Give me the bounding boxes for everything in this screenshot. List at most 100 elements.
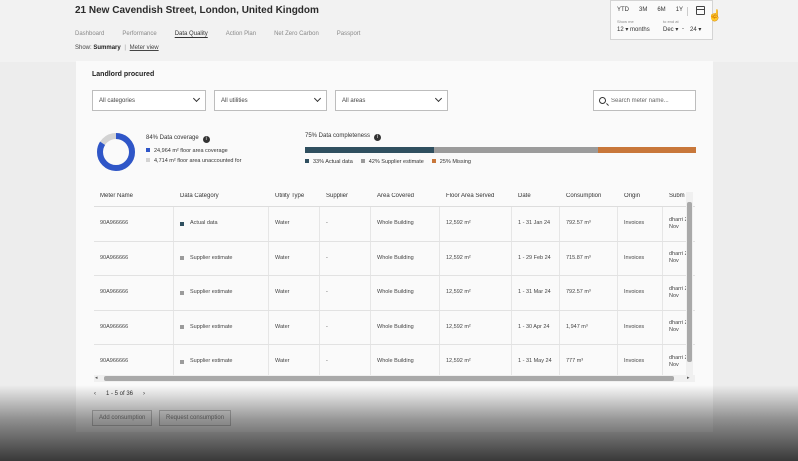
area-covered-text: Whole Building xyxy=(377,220,414,227)
meter-name-cell: 90A966666 xyxy=(94,207,174,241)
col-consumption[interactable]: Consumption xyxy=(566,193,602,199)
scroll-thumb[interactable] xyxy=(687,202,692,362)
summary-view-link[interactable]: Summary xyxy=(93,45,121,51)
data-category-cell: Actual data xyxy=(174,207,269,241)
chevron-down-icon xyxy=(192,94,201,103)
show-me-label: Show me xyxy=(617,19,634,24)
next-page-button[interactable]: › xyxy=(143,391,146,397)
floor-area-text: 12,592 m² xyxy=(446,358,471,365)
table-row[interactable]: 90A966666 Supplier estimate Water - Whole Bu… xyxy=(94,241,695,276)
col-utility-type[interactable]: Utility Type xyxy=(275,193,305,199)
floor-area-cell: 12,592 m² xyxy=(440,310,512,344)
horizontal-scrollbar[interactable]: ◂ ▸ xyxy=(94,375,695,382)
data-category-cell: Supplier estimate xyxy=(174,241,269,275)
area-filter-select[interactable]: All areas xyxy=(335,90,448,111)
table-row[interactable]: 90A966666 Supplier estimate Water - Whole Bu… xyxy=(94,310,695,345)
scroll-left-arrow-icon[interactable]: ◂ xyxy=(95,375,98,381)
area-filter-value: All areas xyxy=(342,98,366,104)
utility-type-text: Water xyxy=(275,254,290,261)
info-icon[interactable]: i xyxy=(202,136,210,143)
data-category-cell: Supplier estimate xyxy=(174,345,269,377)
table-row[interactable]: 90A966666 Supplier estimate Water - Whole Bu… xyxy=(94,276,695,311)
category-filter-value: All categories xyxy=(99,98,136,104)
submitted-text: dharri 27 Nov xyxy=(669,285,691,299)
tab-action-plan[interactable]: Action Plan xyxy=(225,31,257,37)
floor-area-text: 12,592 m² xyxy=(446,254,471,261)
col-date[interactable]: Date xyxy=(518,193,531,199)
origin-cell: Invoices xyxy=(618,345,663,377)
scroll-thumb[interactable] xyxy=(104,376,674,381)
floor-area-cell: 12,592 m² xyxy=(440,241,512,275)
completeness-segment xyxy=(434,147,599,153)
consumption-text: 777 m³ xyxy=(566,358,584,365)
category-filter-select[interactable]: All categories xyxy=(92,90,206,111)
date-cell: 1 - 31 Mar 24 xyxy=(512,276,560,310)
range-1y[interactable]: 1Y xyxy=(675,7,684,13)
meter-name-cell: 90A966666 xyxy=(94,345,174,377)
show-label: Show: xyxy=(75,45,92,51)
table-row[interactable]: 90A966666 Actual data Water - Whole Building… xyxy=(94,207,695,242)
utility-type-text: Water xyxy=(275,220,290,227)
utility-type-cell: Water xyxy=(269,241,320,275)
range-3m[interactable]: 3M xyxy=(639,7,648,13)
tab-performance[interactable]: Performance xyxy=(122,31,157,37)
supplier-text: - xyxy=(326,323,328,330)
legend-label: 33% Actual data xyxy=(313,159,353,165)
meter-view-link[interactable]: Meter view xyxy=(129,45,159,51)
date-range-picker: YTD 3M 6M 1Y ☝ Show me to end at 12 ▾ mo… xyxy=(610,0,722,40)
tab-net-zero-carbon[interactable]: Net Zero Carbon xyxy=(274,31,319,37)
completeness-bar xyxy=(305,147,696,153)
tab-data-quality[interactable]: Data Quality xyxy=(174,31,208,37)
table-row[interactable]: 90A966666 Supplier estimate Water - Whole Bu… xyxy=(94,345,695,377)
utility-filter-select[interactable]: All utilities xyxy=(214,90,327,111)
col-origin[interactable]: Origin xyxy=(624,193,641,199)
range-ytd[interactable]: YTD xyxy=(617,7,629,13)
range-6m[interactable]: 6M xyxy=(657,7,666,13)
add-consumption-button[interactable]: Add consumption xyxy=(92,410,153,426)
card-title: Landlord procured xyxy=(92,71,155,78)
consumption-cell: 792.57 m³ xyxy=(560,276,618,310)
end-month-select[interactable]: Dec ▾ xyxy=(663,26,678,33)
utility-type-cell: Water xyxy=(269,310,320,344)
legend-label: 25% Missing xyxy=(439,159,471,165)
months-select[interactable]: 12 ▾ months xyxy=(617,26,650,33)
scroll-right-arrow-icon[interactable]: ▸ xyxy=(687,375,690,381)
request-consumption-button[interactable]: Request consumption xyxy=(159,410,232,426)
origin-cell: Invoices xyxy=(618,241,663,275)
col-area-covered[interactable]: Area Covered xyxy=(377,193,415,199)
col-data-category[interactable]: Data Category xyxy=(180,193,219,199)
legend-label: 42% Supplier estimate xyxy=(368,159,424,165)
supplier-cell: - xyxy=(320,207,371,241)
landlord-procured-card: Landlord procured All categories All uti… xyxy=(76,61,713,432)
vertical-scrollbar[interactable] xyxy=(686,192,693,378)
tab-passport[interactable]: Passport xyxy=(336,31,361,37)
table-body: 90A966666 Actual data Water - Whole Building… xyxy=(94,207,695,377)
end-year-select[interactable]: 24 ▾ xyxy=(690,26,701,33)
date-cell: 1 - 31 May 24 xyxy=(512,345,560,377)
category-swatch xyxy=(180,325,184,330)
prev-page-button[interactable]: ‹ xyxy=(94,391,96,397)
info-icon[interactable]: i xyxy=(374,134,382,141)
calendar-icon[interactable] xyxy=(696,6,705,15)
legend-swatch xyxy=(305,159,309,163)
consumption-text: 792.57 m³ xyxy=(566,289,591,296)
floor-area-text: 12,592 m² xyxy=(446,323,471,330)
meter-name-text: 90A966666 xyxy=(100,358,129,365)
search-input[interactable] xyxy=(611,95,693,107)
area-covered-cell: Whole Building xyxy=(371,241,440,275)
end-at-label: to end at xyxy=(663,19,679,24)
view-separator: | xyxy=(124,45,126,51)
coverage-uncovered-text: 4,714 m² floor area unaccounted for xyxy=(154,158,242,164)
meter-search[interactable] xyxy=(593,90,696,111)
col-supplier[interactable]: Supplier xyxy=(326,193,349,199)
end-year-value: 24 xyxy=(690,27,697,33)
category-swatch xyxy=(180,256,184,261)
months-label: months xyxy=(630,27,650,33)
col-meter-name[interactable]: Meter Name xyxy=(100,193,134,199)
utility-type-cell: Water xyxy=(269,276,320,310)
supplier-cell: - xyxy=(320,310,371,344)
tab-dashboard[interactable]: Dashboard xyxy=(75,31,105,37)
meter-name-text: 90A966666 xyxy=(100,289,129,296)
col-submitted[interactable]: Subm xyxy=(669,193,685,199)
col-floor-area[interactable]: Floor Area Served xyxy=(446,193,495,199)
